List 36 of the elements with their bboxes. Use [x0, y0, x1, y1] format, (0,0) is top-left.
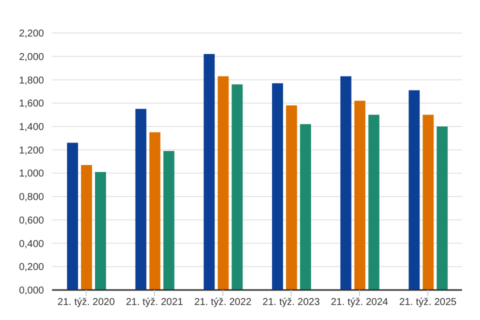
- bar: [286, 105, 298, 290]
- bar: [149, 132, 160, 290]
- bar: [300, 124, 312, 290]
- y-tick-label: 2,200: [18, 28, 44, 40]
- y-tick-label: 0,800: [18, 192, 44, 204]
- bar: [368, 114, 380, 290]
- y-tick-label: 1,000: [18, 168, 44, 180]
- bar: [232, 84, 243, 290]
- bar: [81, 165, 92, 290]
- bar: [95, 172, 106, 290]
- bar: [67, 142, 78, 290]
- x-tick-label: 21. týž. 2020: [58, 297, 116, 308]
- y-tick-label: 1,200: [18, 145, 44, 156]
- y-tick-label: 1,400: [18, 122, 44, 134]
- bar: [422, 114, 434, 290]
- bar: [218, 76, 229, 290]
- bar: [354, 100, 366, 290]
- bar: [340, 76, 352, 290]
- x-tick-label: 21. týž. 2023: [262, 297, 320, 308]
- bar: [408, 90, 420, 290]
- y-tick-label: 1,800: [18, 75, 44, 86]
- y-tick-label: 0,400: [18, 238, 44, 250]
- bar: [204, 54, 215, 290]
- x-tick-label: 21. týž. 2024: [330, 297, 389, 308]
- bar: [436, 126, 448, 290]
- y-tick-label: 0,000: [18, 286, 44, 297]
- y-tick-label: 0,200: [18, 262, 44, 274]
- x-tick-label: 21. týž. 2021: [126, 297, 184, 308]
- y-tick-label: 2,000: [18, 52, 44, 63]
- y-tick-label: 1,600: [18, 98, 44, 110]
- bar: [163, 150, 174, 290]
- x-tick-label: 21. týž. 2022: [194, 297, 252, 308]
- y-tick-label: 0,600: [18, 215, 44, 226]
- x-tick-label: 21. týž. 2025: [399, 297, 457, 308]
- bar: [272, 83, 284, 290]
- bar: [135, 108, 146, 290]
